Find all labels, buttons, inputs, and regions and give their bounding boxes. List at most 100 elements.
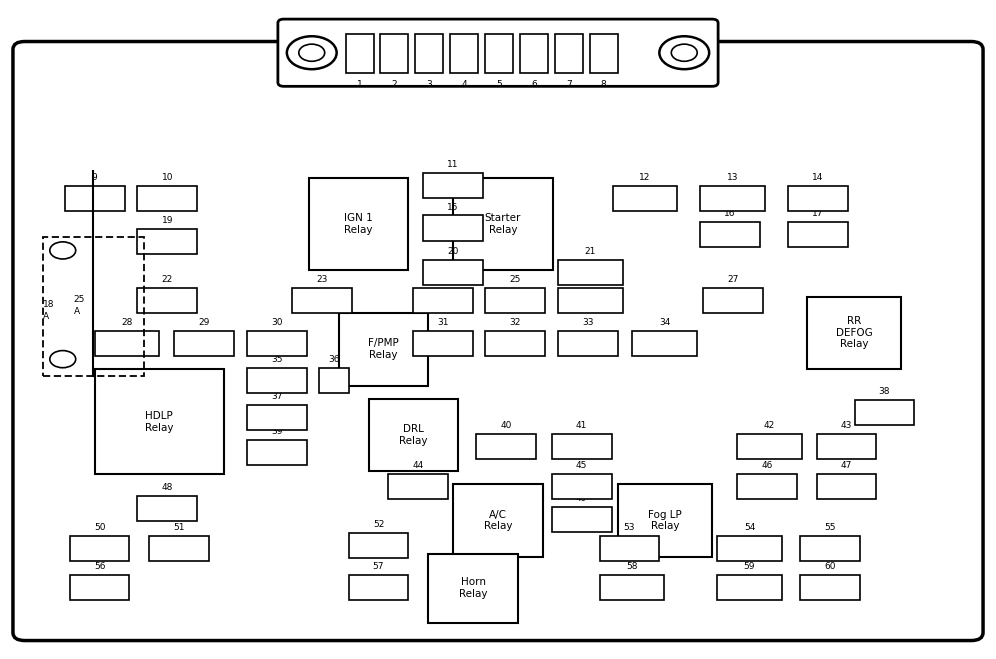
Bar [413,288,473,313]
Text: 58: 58 [626,561,637,571]
Text: 40
A: 40 A [423,43,435,63]
Text: 20A: 20A [266,338,288,349]
Text: 30
A: 30 A [598,43,610,63]
Text: RR
DEFOG
Relay: RR DEFOG Relay [836,316,872,349]
Bar [247,440,307,465]
Text: 50
A: 50 A [563,43,575,63]
FancyBboxPatch shape [278,19,718,86]
Bar [590,34,618,73]
Bar [349,575,408,600]
Text: A/C
Relay: A/C Relay [484,510,512,531]
Bar [70,575,129,600]
Text: 30A: 30A [633,193,656,204]
Text: 11: 11 [447,159,459,169]
Text: 9: 9 [92,173,98,182]
Text: IGN 1
Relay: IGN 1 Relay [345,214,373,235]
Text: 10A: 10A [807,229,829,240]
Text: 25: 25 [509,275,521,284]
Bar [339,313,428,386]
Bar [618,484,712,557]
Bar [558,331,618,356]
Text: Starter
Relay: Starter Relay [485,214,521,235]
Bar [95,369,224,474]
Bar [149,536,209,561]
Text: 25A: 25A [738,544,761,554]
Text: 36: 36 [328,355,340,364]
Bar [700,222,760,247]
Text: 10A: 10A [89,544,111,554]
Bar [558,288,622,313]
Text: 30A: 30A [721,193,744,204]
Text: 31: 31 [437,318,449,327]
Text: 6: 6 [531,80,537,89]
Text: 47: 47 [841,461,853,470]
Text: 17: 17 [812,209,824,218]
Text: 48: 48 [161,482,173,492]
Bar [423,215,483,241]
Text: 37: 37 [271,391,283,401]
Bar [423,173,483,198]
Text: 60
A: 60 A [388,43,400,63]
Text: 13: 13 [727,173,738,182]
Text: 10A: 10A [873,407,895,418]
Text: 38: 38 [878,387,890,396]
Bar [428,554,518,623]
Circle shape [659,36,709,69]
Text: 20A: 20A [571,442,593,452]
Bar [65,186,124,211]
Text: 15A: 15A [368,540,389,551]
Text: 5: 5 [496,80,502,89]
Text: 50
A: 50 A [493,43,505,63]
Text: 7: 7 [566,80,572,89]
Bar [485,34,513,73]
Text: 15A: 15A [156,295,178,306]
Bar [855,400,914,425]
Bar [70,536,129,561]
Text: 22: 22 [161,275,173,284]
Bar [700,186,765,211]
Text: 40
A: 40 A [354,43,366,63]
Text: 1: 1 [357,80,363,89]
Bar [703,288,763,313]
Text: 25A: 25A [579,295,602,306]
Text: 10A: 10A [84,193,106,204]
Text: 10A: 10A [495,442,517,452]
Bar [453,484,543,557]
Bar [137,288,197,313]
Text: 15A: 15A [432,338,454,349]
Text: 20A: 20A [722,295,744,306]
Bar [817,474,876,499]
Bar [292,288,352,313]
Bar [247,331,307,356]
Text: 52: 52 [373,520,384,529]
Bar [788,186,848,211]
Text: 10A: 10A [407,481,429,492]
Text: 59: 59 [744,561,755,571]
Text: 15A: 15A [756,481,778,492]
Text: 15A: 15A [266,376,288,386]
Bar [137,496,197,521]
Text: Horn
Relay: Horn Relay [459,577,487,599]
Text: 3: 3 [426,80,432,89]
Bar [43,237,144,376]
Text: 29: 29 [198,318,210,327]
Text: 39: 39 [271,426,283,436]
Text: 10A: 10A [156,503,178,513]
Bar [309,178,408,270]
Text: 42: 42 [764,421,775,430]
Text: 43: 43 [841,421,853,430]
Bar [632,331,697,356]
Text: 10A: 10A [442,223,464,233]
Bar [453,178,553,270]
Bar [349,533,408,558]
Text: 27: 27 [727,275,739,284]
Bar [600,575,664,600]
Circle shape [671,44,697,61]
Text: 56: 56 [94,561,106,571]
Text: 15A: 15A [368,582,389,592]
Bar [600,536,659,561]
Text: 14: 14 [812,173,824,182]
Text: 51: 51 [173,523,185,532]
Text: 30A: 30A [116,338,138,349]
Text: Fog LP
Relay: Fog LP Relay [648,510,681,531]
